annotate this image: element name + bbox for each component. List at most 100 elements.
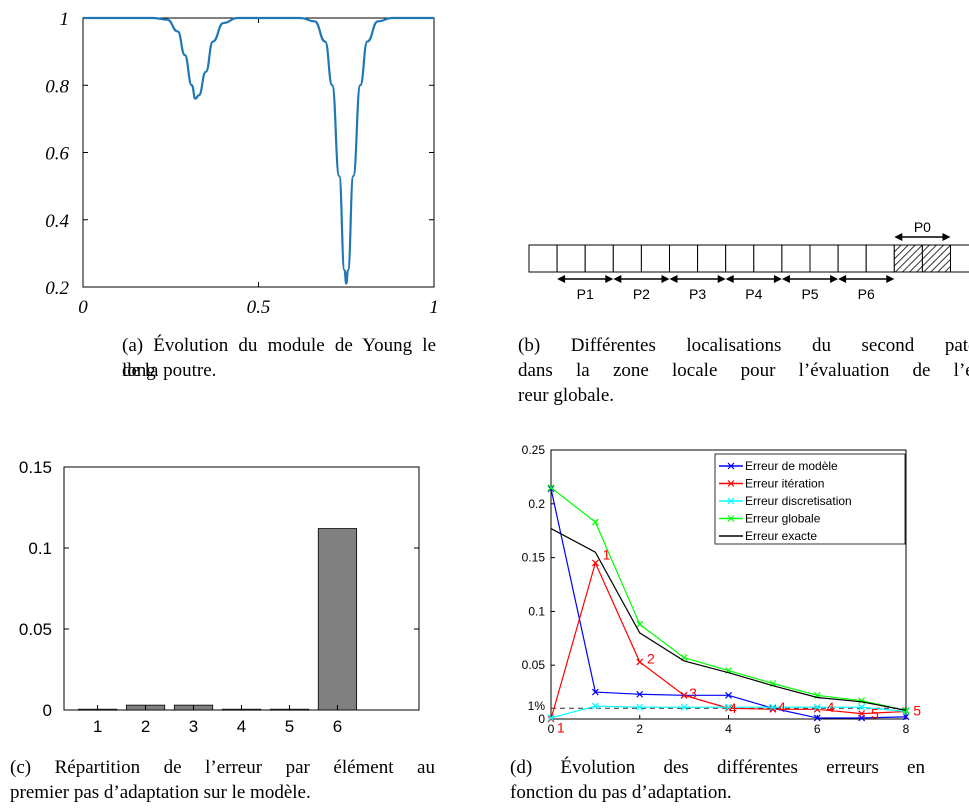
caption-a: (a) Évolution du module de Young le long [122,333,436,383]
x-tick-label: 6 [333,717,342,736]
patch-arrow-head-left [781,275,790,283]
patch-arrow-head-right [830,275,839,283]
error-distribution-bar-chart: 0 0.05 0.1 0.15 1 2 3 4 5 6 [19,458,420,736]
legend-marker [727,480,735,487]
iteration-annotation: 1 [557,720,565,736]
legend-box [714,453,906,545]
beam-cell [640,244,670,273]
x-tick-label: 0 [548,722,555,736]
beam-cell [950,244,969,273]
caption-c: (c) Répartition de l’erreur par élément … [10,755,435,780]
patch-label: P1 [577,286,594,302]
caption-c-end: premier pas d’adaptation sur le modèle. [10,780,311,805]
patch-arrow-head-right [605,275,614,283]
caption-a-end: de la poutre. [122,358,216,383]
series-point [858,703,866,711]
patch-arrow-head-right [717,275,726,283]
x-tick-label: 4 [725,722,732,736]
y-tick-label: 0.2 [45,278,69,299]
series-point [636,658,644,666]
y-tick-label: 0.15 [522,551,546,565]
series-point [591,518,599,526]
y-tick-label: 0.2 [528,497,545,511]
series-point [547,714,555,722]
iteration-annotation: 2 [647,651,655,667]
iteration-annotation: 4 [778,699,786,715]
caption-c-line1: (c) Répartition de l’erreur par élément … [10,757,435,778]
legend-label: Erreur de modèle [745,459,838,473]
patch-label: P6 [858,286,875,302]
x-tick-label: 2 [636,722,643,736]
legend-label: Erreur globale [745,512,821,526]
series-point [591,559,599,567]
hatched-cell [921,244,951,273]
reference-label: 1% [528,699,546,713]
y-tick-label: 0.6 [45,144,69,165]
legend-marker [727,462,735,470]
y-tick-label: 0.4 [45,211,69,232]
legend-label: Erreur exacte [745,529,817,543]
iteration-annotation: 1 [603,546,611,562]
series-point [636,690,644,698]
patch-arrow-head-left [669,275,678,283]
patch-arrow-head-left [838,275,847,283]
caption-d-line2: fonction du pas d’adaptation. [510,782,732,803]
iteration-annotation: 4 [827,699,835,715]
x-tick-label: 1 [93,717,102,736]
series-point [636,620,644,628]
iteration-annotation: 4 [729,700,737,716]
beam-cell [837,244,867,273]
beam-cell [528,244,558,273]
patch-label: P4 [745,286,762,302]
beam-cell [865,244,895,273]
caption-b: (b) Différentes localisations du second … [518,333,969,383]
series-point [680,691,688,699]
young-modulus-chart: 0 0.5 1 0.2 0.4 0.6 0.8 1 [45,9,439,318]
legend-marker [727,515,735,522]
x-tick-label: 0 [78,297,88,318]
series-point [547,484,555,492]
x-tick-label: 5 [285,717,294,736]
y-tick-label: 0.05 [522,658,546,672]
patch-locations-diagram: P0 P1 P2 P3 P4 P5 P6 [528,219,969,302]
patch-label: P2 [633,286,650,302]
beam-cell [809,244,839,273]
plot-frame [82,17,435,288]
beam-cell [556,244,586,273]
y-tick-label: 0.15 [19,458,52,477]
x-tick-label: 3 [189,717,198,736]
x-tick-label: 8 [903,722,910,736]
patch-arrow-head-left [725,275,734,283]
series-point [858,710,866,718]
caption-b-line3: reur globale. [518,385,615,406]
caption-d-line1: (d) Évolution des différentes erreurs en [510,757,925,778]
patch-arrow-head-left [613,275,622,283]
series-point [725,704,732,712]
plot-frame [63,466,420,711]
y-tick-label: 0.05 [19,620,52,639]
series-point [813,714,821,722]
y-tick-label: 0.8 [45,76,69,97]
caption-d: (d) Évolution des différentes erreurs en [510,755,925,780]
patch-arrow-head-right [773,275,782,283]
series-point [769,704,777,712]
caption-b-line2: dans la zone locale pour l’évaluation de… [518,360,969,381]
series-point [591,702,599,710]
series-point [769,703,777,711]
y-tick-label: 0 [538,712,545,726]
x-tick-label: 6 [814,722,821,736]
caption-c-line2: premier pas d’adaptation sur le modèle. [10,782,311,803]
series-point [725,703,732,711]
y-tick-label: 0 [43,701,52,720]
series-point [725,691,732,699]
p0-label: P0 [914,219,931,235]
beam-cell [725,244,755,273]
beam-cell [753,244,783,273]
series-point [902,706,910,714]
beam-cell [669,244,699,273]
p0-arrow-head-right [942,233,951,241]
series-point [591,688,599,696]
beam-cell [584,244,614,273]
beam-cell [612,244,642,273]
